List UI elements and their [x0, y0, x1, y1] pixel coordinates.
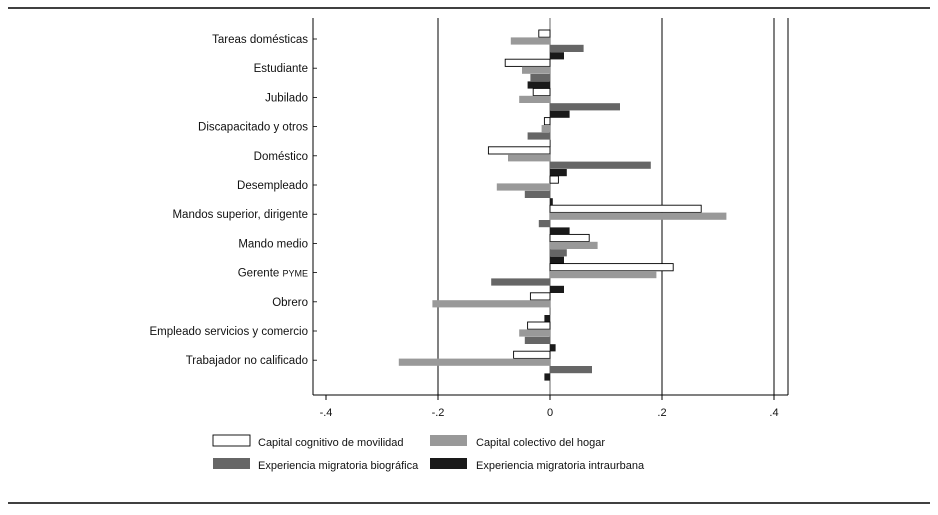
- x-tick-label: -.4: [320, 407, 333, 419]
- category-label: Doméstico: [254, 151, 308, 163]
- legend-label: Experiencia migratoria biográfica: [258, 460, 419, 472]
- legend-swatch: [430, 458, 467, 469]
- bar: [496, 183, 550, 191]
- category-label: Desempleado: [237, 180, 308, 192]
- legend-label: Capital colectivo del hogar: [476, 437, 605, 449]
- bar: [513, 350, 551, 359]
- bar: [549, 233, 590, 243]
- bar: [519, 329, 550, 337]
- bar: [524, 190, 550, 198]
- bar: [487, 146, 551, 155]
- category-label: Gerente PYME: [238, 268, 308, 280]
- x-tick-label: .2: [657, 407, 666, 419]
- bar: [538, 220, 550, 228]
- bar: [508, 154, 550, 162]
- bar: [527, 321, 551, 330]
- bar: [527, 132, 550, 140]
- bar: [544, 373, 550, 381]
- bar: [549, 204, 702, 213]
- bar: [550, 44, 584, 52]
- bar: [550, 366, 592, 374]
- bar: [549, 263, 674, 272]
- bar: [529, 292, 551, 301]
- x-tick-label: .4: [769, 407, 778, 419]
- bar: [398, 358, 550, 366]
- legend-label: Experiencia migratoria intraurbana: [476, 460, 645, 472]
- bar: [550, 103, 620, 111]
- bar: [524, 336, 550, 344]
- legend-label: Capital cognitivo de movilidad: [258, 437, 404, 449]
- bar: [550, 241, 598, 249]
- bar: [541, 125, 550, 133]
- category-label: Obrero: [272, 297, 308, 309]
- bar: [527, 81, 550, 89]
- bar: [550, 198, 553, 206]
- bar: [544, 315, 550, 323]
- bar: [543, 117, 551, 126]
- bar: [530, 74, 550, 82]
- bar: [510, 37, 550, 45]
- bar: [550, 227, 570, 235]
- bar: [522, 66, 550, 74]
- bar: [549, 175, 559, 184]
- legend-swatch: [430, 435, 467, 446]
- bar: [550, 285, 564, 293]
- bar: [538, 29, 551, 38]
- bar: [550, 52, 564, 60]
- bar: [550, 161, 651, 169]
- bar: [550, 307, 551, 315]
- category-label: Tareas domésticas: [212, 34, 308, 46]
- category-label: Estudiante: [254, 63, 308, 75]
- category-label: Mando medio: [238, 238, 308, 250]
- bar: [432, 300, 550, 308]
- bar: [550, 169, 567, 177]
- bar: [550, 110, 570, 118]
- x-tick-label: 0: [547, 407, 553, 419]
- category-label: Empleado servicios y comercio: [149, 326, 308, 338]
- bar: [550, 139, 551, 147]
- bar: [550, 271, 657, 279]
- category-label: Jubilado: [265, 92, 308, 104]
- bar: [550, 212, 727, 220]
- bar: [550, 344, 556, 352]
- bar: [550, 249, 567, 257]
- bar: [550, 256, 564, 264]
- bar: [519, 95, 550, 103]
- legend-swatch: [212, 434, 251, 447]
- bar: [491, 278, 550, 286]
- x-tick-label: -.2: [432, 407, 445, 419]
- bar: [532, 87, 551, 97]
- bar: [504, 58, 551, 67]
- legend-swatch: [213, 458, 250, 469]
- category-label: Trabajador no calificado: [186, 355, 308, 367]
- category-label: Mandos superior, dirigente: [172, 209, 308, 221]
- category-label: Discapacitado y otros: [198, 122, 308, 134]
